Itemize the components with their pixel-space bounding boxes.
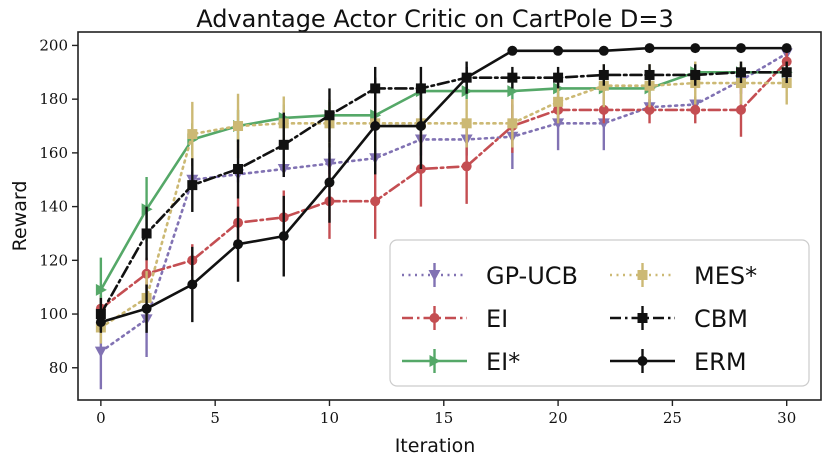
- legend-label: EI*: [486, 348, 520, 376]
- legend-item: EI*: [402, 348, 520, 376]
- series-line: [99, 70, 789, 316]
- data-point: [644, 43, 655, 54]
- plot-frame: [77, 31, 822, 401]
- data-point: [370, 196, 381, 207]
- x-tick-label: 30: [777, 409, 796, 427]
- data-point: [95, 283, 107, 296]
- chart-title: Advantage Actor Critic on CartPole D=3: [196, 5, 674, 33]
- x-tick-label: 0: [96, 409, 106, 427]
- data-point: [507, 72, 518, 83]
- legend-marker: [637, 356, 648, 366]
- series-line: [99, 70, 789, 292]
- data-point: [735, 104, 746, 115]
- x-axis-label: Iteration: [395, 435, 476, 457]
- y-tick-label: 100: [39, 305, 68, 323]
- series-line: [99, 60, 789, 310]
- legend-frame: [389, 239, 810, 387]
- legend-item: GP-UCB: [402, 262, 578, 290]
- data-point: [553, 96, 564, 107]
- legend-item: ERM: [610, 348, 747, 376]
- x-tick-label: 20: [549, 409, 568, 427]
- data-point: [187, 180, 198, 191]
- legend-marker: [637, 270, 648, 280]
- data-point: [187, 279, 198, 290]
- legend-label: GP-UCB: [486, 262, 578, 290]
- data-point: [781, 67, 792, 78]
- legend-item: EI: [402, 305, 508, 333]
- data-point: [781, 56, 792, 67]
- x-tick-label: 10: [320, 409, 339, 427]
- series-erm: [95, 43, 792, 333]
- x-tick-label: 5: [210, 409, 220, 427]
- data-point: [233, 239, 244, 250]
- data-point: [187, 129, 198, 140]
- series-line: [99, 81, 789, 329]
- data-point: [690, 69, 701, 80]
- legend-label: MES*: [694, 262, 757, 290]
- data-point: [415, 121, 426, 132]
- data-point: [461, 161, 472, 172]
- data-point: [690, 104, 701, 115]
- data-point: [644, 69, 655, 80]
- legend-marker: [637, 313, 648, 323]
- data-point: [598, 69, 609, 80]
- legend-label: ERM: [694, 348, 747, 376]
- legend: GP-UCB EI EI* MES* CBM ERM: [389, 239, 810, 387]
- y-tick-label: 160: [39, 144, 68, 162]
- x-tick-label: 15: [434, 409, 453, 427]
- data-point: [552, 118, 565, 130]
- data-point: [370, 121, 381, 132]
- y-tick-label: 80: [49, 359, 68, 377]
- data-point: [507, 45, 518, 56]
- data-point: [461, 118, 472, 129]
- data-point: [233, 163, 244, 174]
- legend-marker: [429, 313, 440, 323]
- data-point: [735, 43, 746, 54]
- data-point: [735, 67, 746, 78]
- legend-label: EI: [486, 305, 508, 333]
- data-point: [553, 45, 564, 56]
- axis-ticks: 0 5 10 15 20 25 30 80 100 120 140 160 180 200: [39, 36, 796, 427]
- data-point: [324, 177, 335, 188]
- data-point: [94, 346, 107, 358]
- data-point: [324, 110, 335, 121]
- y-tick-label: 200: [39, 36, 68, 54]
- data-point: [95, 317, 106, 328]
- legend-marker: [428, 270, 441, 281]
- legend-item: CBM: [610, 305, 748, 333]
- y-tick-label: 180: [39, 90, 68, 108]
- data-point: [597, 118, 610, 130]
- x-tick-label: 25: [663, 409, 682, 427]
- legend-label: CBM: [694, 305, 748, 333]
- series-line: [99, 46, 789, 324]
- data-point: [553, 72, 564, 83]
- data-point: [598, 45, 609, 56]
- legend-marker: [429, 355, 441, 367]
- data-point: [598, 104, 609, 115]
- y-axis-label: Reward: [9, 181, 31, 252]
- data-point: [690, 43, 701, 54]
- series-layer: [94, 43, 793, 390]
- data-point: [781, 43, 792, 54]
- data-point: [278, 231, 289, 242]
- y-tick-label: 120: [39, 251, 68, 269]
- data-point: [141, 303, 152, 314]
- data-point: [461, 72, 472, 83]
- data-point: [278, 139, 289, 150]
- data-point: [141, 228, 152, 239]
- data-point: [507, 118, 518, 129]
- y-tick-label: 140: [39, 198, 68, 216]
- data-point: [507, 85, 519, 98]
- data-point: [644, 104, 655, 115]
- series-cbm: [95, 61, 792, 331]
- legend-item: MES*: [610, 262, 757, 290]
- data-point: [233, 121, 244, 132]
